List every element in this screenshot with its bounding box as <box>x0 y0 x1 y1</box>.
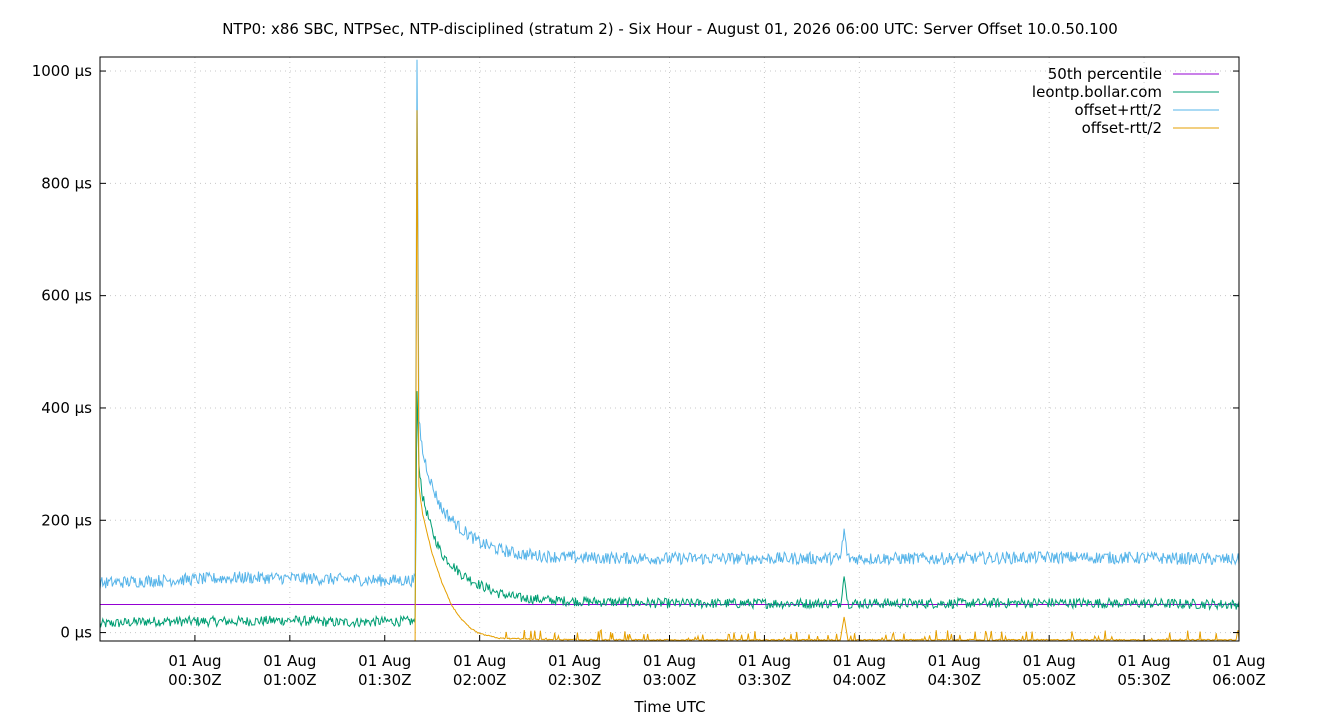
series-line-1 <box>99 391 1240 629</box>
x-axis-label: Time UTC <box>633 698 705 716</box>
x-tick-label-date: 01 Aug <box>263 652 316 670</box>
series-layer <box>99 59 1240 642</box>
x-tick-label-time: 05:30Z <box>1117 671 1171 689</box>
x-tick-label-date: 01 Aug <box>1023 652 1076 670</box>
legend-label: offset-rtt/2 <box>1082 119 1162 137</box>
y-tick-label: 800 µs <box>41 174 92 192</box>
legend-label: 50th percentile <box>1048 65 1162 83</box>
y-tick-label: 200 µs <box>41 511 92 529</box>
x-tick-label-time: 02:00Z <box>453 671 507 689</box>
y-tick-label: 600 µs <box>41 287 92 305</box>
x-tick-label-time: 06:00Z <box>1212 671 1266 689</box>
x-tick-label-time: 04:30Z <box>927 671 981 689</box>
x-tick-label-date: 01 Aug <box>358 652 411 670</box>
x-tick-label-date: 01 Aug <box>548 652 601 670</box>
x-tick-label-time: 00:30Z <box>168 671 222 689</box>
legend: 50th percentileleontp.bollar.comoffset+r… <box>1032 65 1219 137</box>
x-tick-label-time: 03:30Z <box>738 671 792 689</box>
x-tick-label-time: 05:00Z <box>1022 671 1076 689</box>
x-tick-label-time: 04:00Z <box>833 671 887 689</box>
y-tick-label: 1000 µs <box>32 62 92 80</box>
x-tick-label-date: 01 Aug <box>928 652 981 670</box>
x-tick-label-date: 01 Aug <box>168 652 221 670</box>
x-tick-label-time: 03:00Z <box>643 671 697 689</box>
x-tick-label-time: 01:30Z <box>358 671 412 689</box>
series-line-3 <box>414 110 1240 642</box>
x-tick-label-time: 02:30Z <box>548 671 602 689</box>
y-tick-label: 400 µs <box>41 399 92 417</box>
chart-title: NTP0: x86 SBC, NTPSec, NTP-disciplined (… <box>222 20 1118 38</box>
legend-label: offset+rtt/2 <box>1074 101 1162 119</box>
legend-label: leontp.bollar.com <box>1032 83 1162 101</box>
x-tick-label-date: 01 Aug <box>1118 652 1171 670</box>
x-tick-label-date: 01 Aug <box>833 652 886 670</box>
x-tick-label-date: 01 Aug <box>643 652 696 670</box>
x-tick-label-time: 01:00Z <box>263 671 317 689</box>
series-line-2 <box>99 59 1240 590</box>
x-tick-label-date: 01 Aug <box>453 652 506 670</box>
y-axis: 0 µs 200 µs 400 µs 600 µs 800 µs 1000 µs <box>32 62 1239 642</box>
x-tick-label-date: 01 Aug <box>1212 652 1265 670</box>
x-tick-label-date: 01 Aug <box>738 652 791 670</box>
y-tick-label: 0 µs <box>60 624 92 642</box>
